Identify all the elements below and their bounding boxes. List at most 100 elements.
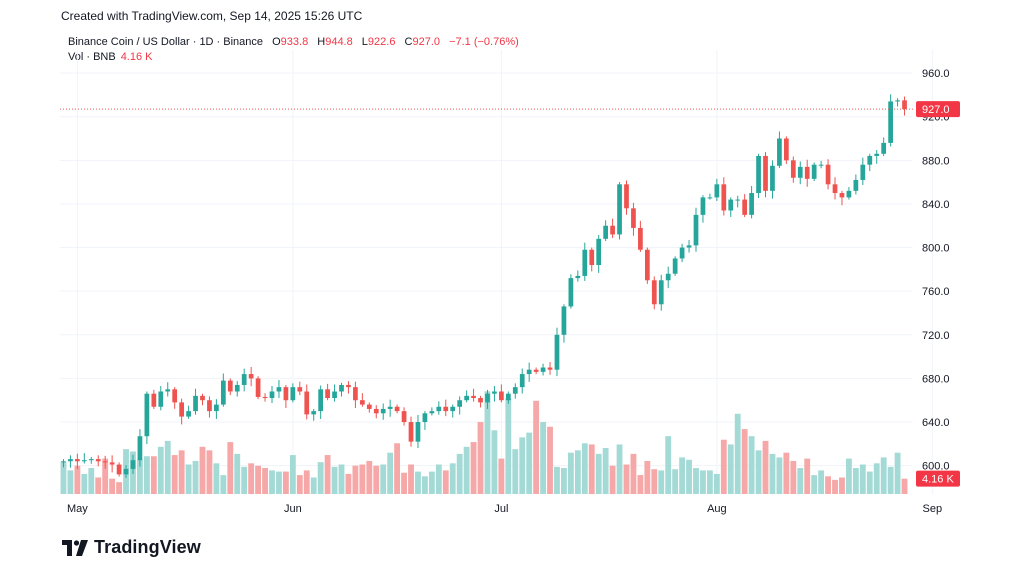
candle-body [276, 387, 282, 392]
candle-body [763, 155, 768, 191]
volume-bar [804, 458, 811, 494]
candle-body [832, 184, 838, 194]
volume-bar [811, 475, 818, 494]
candle-body [512, 387, 518, 394]
volume-bar [887, 466, 894, 494]
volume-bar [484, 391, 491, 494]
candle-body [561, 306, 567, 335]
volume-bar [109, 478, 116, 494]
volume-bar [206, 450, 213, 494]
volume-bar [116, 482, 123, 494]
candle-body [554, 334, 560, 370]
volume-bar [164, 440, 171, 494]
candle-body [318, 389, 324, 412]
candle-body [373, 408, 379, 414]
volume-bar [561, 468, 567, 494]
volume-bar [706, 470, 713, 494]
candle-body [790, 160, 796, 178]
volume-bar [602, 447, 609, 494]
volume-bar [470, 442, 477, 494]
volume-bar [658, 470, 665, 494]
volume-bar [220, 475, 227, 494]
volume-bar [74, 465, 81, 494]
x-tick-label: Aug [707, 503, 727, 515]
candle-body [207, 400, 212, 412]
open-label: O [272, 36, 281, 48]
y-tick-label: 600.0 [922, 461, 950, 473]
volume-bar [498, 458, 505, 494]
volume-bar [818, 470, 825, 494]
symbol-legend: Binance Coin / US Dollar · 1D · Binance … [68, 35, 519, 50]
time-axis[interactable]: May Jun Jul Aug Sep [67, 503, 942, 515]
volume-bar [700, 470, 706, 494]
volume-bar [505, 398, 512, 494]
candle-body [867, 155, 873, 165]
candle-body [638, 227, 643, 250]
volume-bar [213, 463, 220, 494]
volume-bar [171, 455, 178, 494]
candle-body [631, 208, 636, 228]
candle-body [658, 280, 664, 305]
candle-body [804, 166, 810, 179]
symbol-name[interactable]: Binance Coin / US Dollar · 1D · Binance [68, 36, 264, 48]
candle-body [102, 461, 108, 463]
volume-bar [352, 465, 359, 494]
tradingview-brand[interactable]: TradingView [62, 537, 201, 558]
candle-body [436, 406, 442, 412]
y-tick-label: 640.0 [922, 417, 950, 429]
volume-bar [359, 464, 366, 494]
volume-bar [449, 463, 456, 494]
candle-body [193, 395, 198, 412]
candle-body [526, 369, 532, 375]
candle-body [123, 468, 129, 475]
candle-body [158, 391, 164, 407]
volume-bar [435, 464, 442, 494]
candle-body [165, 389, 171, 392]
candle-body [450, 406, 456, 412]
candle-body [839, 193, 845, 198]
volume-bar [859, 464, 866, 494]
last-volume-label: 4.16 K [922, 474, 954, 486]
candle-body [220, 380, 226, 405]
volume-bar [693, 468, 699, 494]
volume-bar [741, 429, 748, 494]
volume-bar [255, 465, 262, 494]
candle-body [568, 278, 574, 307]
volume-bar [866, 471, 873, 494]
candle-body [387, 406, 393, 409]
price-axis[interactable]: 600.0 640.0 680.0 720.0 760.0 800.0 840.0 880.0… [922, 68, 950, 473]
candle-body [686, 245, 692, 248]
x-tick-label: Jul [494, 503, 508, 515]
candle-body [172, 389, 178, 403]
volume-bar [533, 400, 540, 494]
volume-bar [317, 462, 324, 494]
candle-body [749, 193, 754, 215]
candle-body [610, 225, 615, 235]
change-value: −7.1 (−0.76%) [449, 36, 519, 48]
volume-bar [401, 472, 407, 494]
candle-body [471, 395, 476, 399]
volume-value: 4.16 K [120, 51, 153, 63]
candle-body [408, 422, 414, 442]
candle-body [679, 247, 685, 259]
candle-body [116, 464, 122, 475]
volume-bar [825, 476, 831, 494]
candle-body [575, 275, 581, 279]
candle-body [394, 406, 400, 412]
candle-body [262, 396, 268, 399]
volume-bar [581, 443, 588, 494]
volume-bar [282, 471, 289, 494]
volume-bar [415, 471, 421, 494]
volume-bar [547, 426, 553, 494]
volume-bar [845, 458, 852, 494]
candle-body [130, 460, 136, 469]
volume-bar [463, 446, 470, 494]
volume-bar [512, 449, 519, 494]
volume-bar [637, 475, 644, 494]
volume-bar [783, 452, 790, 494]
candle-body [770, 165, 775, 191]
candle-body [109, 462, 115, 465]
candle-body [151, 393, 157, 407]
candle-body [269, 391, 275, 399]
